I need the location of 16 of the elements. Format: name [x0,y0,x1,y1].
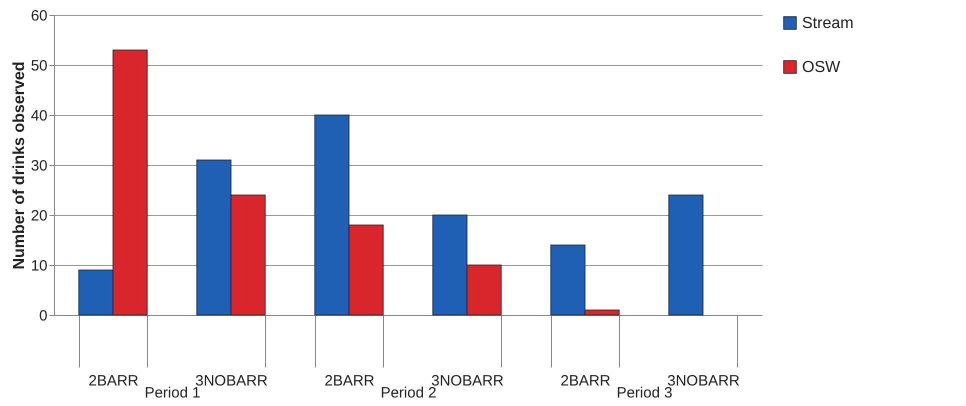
y-tick-label: 20 [30,208,48,224]
y-tick-label: 40 [30,108,48,124]
x-axis-title: Period 1 [144,384,200,402]
legend-label: Stream [802,15,854,32]
y-axis-title: Number of drinks observed [10,61,28,270]
x-tick-label: 2BARR [324,372,375,390]
x-axis-title: Period 3 [616,384,672,402]
y-tick-label: 60 [30,8,48,24]
legend-label: OSW [802,59,842,76]
x-tick-label: 2BARR [88,372,139,390]
y-tick-label: 30 [30,158,48,174]
y-tick-label: 0 [39,308,48,324]
y-tick-label: 50 [30,58,48,74]
x-tick-label: 2BARR [560,372,611,390]
x-axis-title: Period 2 [380,384,436,402]
y-tick-label: 10 [30,258,48,274]
